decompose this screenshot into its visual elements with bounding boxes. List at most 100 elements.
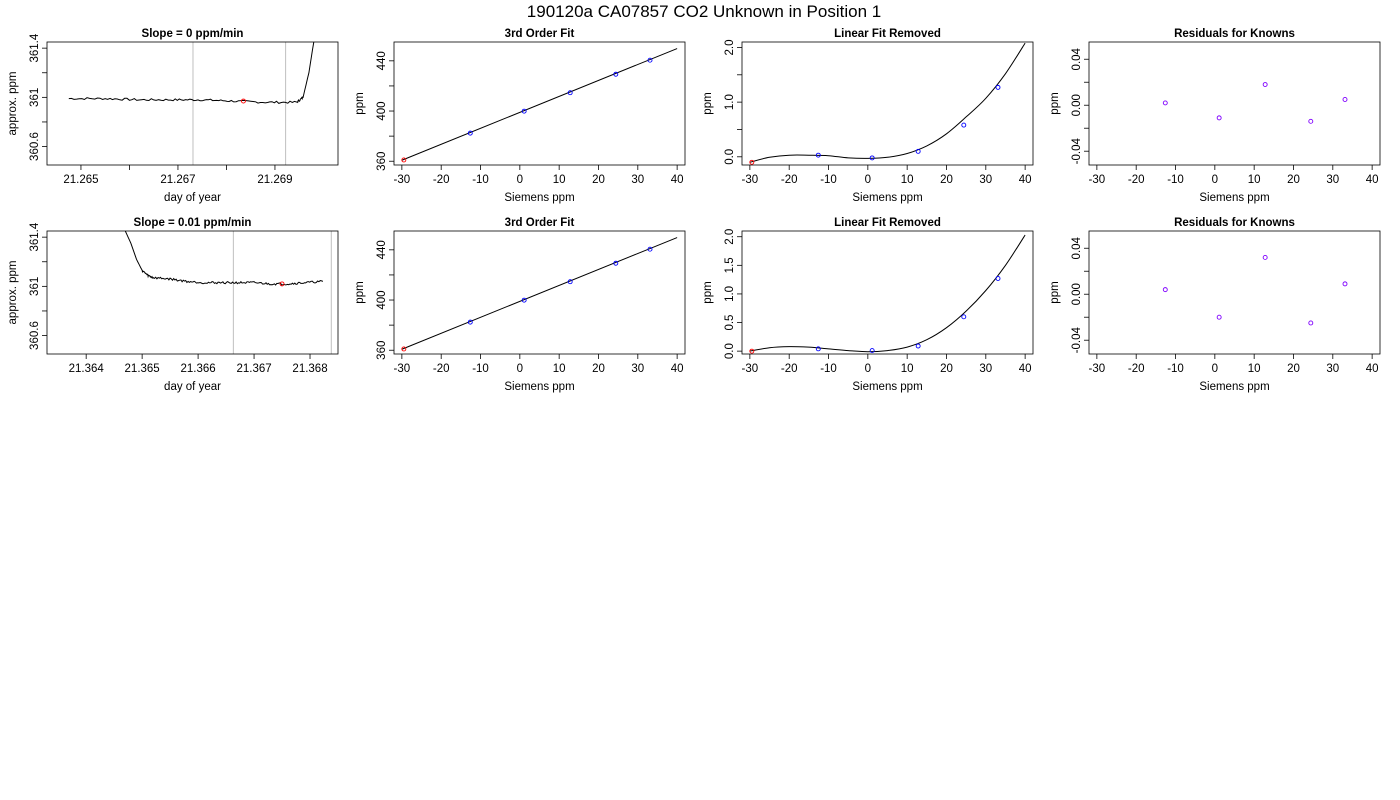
known-point [961, 314, 967, 320]
y-tick-label: 0.04 [1071, 47, 1083, 70]
plot-frame [46, 230, 339, 355]
fit-curve [749, 234, 1026, 353]
residual-point [1342, 281, 1348, 287]
y-tick-label: 1.0 [724, 286, 736, 302]
x-tick-label: 10 [553, 363, 566, 375]
y-axis-label: ppm [354, 92, 366, 114]
x-axis-label: Siemens ppm [852, 381, 922, 393]
y-tick-label: 440 [376, 51, 388, 70]
y-tick-label: 360.6 [29, 321, 41, 350]
y-axis-label: approx. ppm [7, 72, 19, 136]
y-tick-label: 361 [29, 88, 41, 107]
panel-title: Residuals for Knowns [1174, 217, 1295, 229]
x-tick-label: 0 [865, 363, 871, 375]
known-point [467, 130, 473, 136]
x-tick-label: -20 [1128, 363, 1145, 375]
x-tick-label: 10 [901, 174, 914, 186]
x-tick-label: 20 [940, 363, 953, 375]
known-point [613, 71, 619, 77]
x-tick-label: 10 [1248, 363, 1261, 375]
y-tick-label: 361.4 [29, 33, 41, 62]
panel-title: 3rd Order Fit [505, 28, 575, 40]
x-tick-label: -30 [394, 174, 411, 186]
x-tick-label: 30 [979, 363, 992, 375]
known-point [869, 348, 875, 354]
y-tick-label: -0.04 [1071, 137, 1083, 164]
panel-2: 3rd Order Fit -30 -20 -10 0 10 20 30 40 360 400 440… [354, 28, 686, 204]
plot-frame [46, 41, 339, 166]
known-point [647, 57, 653, 63]
plot-frame [393, 230, 686, 355]
y-tick-label: 361 [29, 277, 41, 296]
fit-curve [749, 42, 1026, 163]
panel-5: Slope = 0.01 ppm/min 21.364 21.365 21.366 21… [7, 217, 339, 393]
x-tick-label: -10 [820, 363, 837, 375]
panel-title: 3rd Order Fit [505, 217, 575, 229]
panel-8: Residuals for Knowns -30 -20 -10 0 10 20 30 40 -0… [1049, 217, 1381, 393]
y-tick-label: 361.4 [29, 222, 41, 251]
x-tick-label: 10 [901, 363, 914, 375]
x-tick-label: 30 [631, 363, 644, 375]
y-axis-label: ppm [1049, 92, 1061, 114]
x-tick-label: -10 [1167, 174, 1184, 186]
known-point [815, 346, 821, 352]
panel-title: Linear Fit Removed [834, 28, 941, 40]
known-point [961, 122, 967, 128]
y-axis-label: ppm [354, 281, 366, 303]
x-tick-label: 30 [1326, 174, 1339, 186]
x-tick-label: 20 [940, 174, 953, 186]
plot-frame [393, 41, 686, 166]
x-axis-label: Siemens ppm [504, 192, 574, 204]
known-point [869, 155, 875, 161]
known-point [915, 343, 921, 349]
plot-area [124, 231, 332, 354]
y-tick-label: 400 [376, 290, 388, 309]
y-axis-label: ppm [702, 92, 714, 114]
y-tick-label: 360 [376, 341, 388, 360]
x-axis-label: day of year [164, 192, 221, 204]
known-point [567, 279, 573, 285]
x-tick-label: 21.367 [236, 363, 271, 375]
y-tick-label: 360.6 [29, 132, 41, 161]
plot-area [401, 48, 678, 163]
y-tick-label: -0.04 [1071, 326, 1083, 353]
known-point [647, 246, 653, 252]
x-tick-label: -30 [742, 363, 759, 375]
y-tick-label: 1.0 [724, 94, 736, 110]
known-point [613, 260, 619, 266]
unknown-point [279, 281, 285, 287]
x-tick-label: -30 [394, 363, 411, 375]
x-tick-label: 20 [1287, 174, 1300, 186]
known-point [521, 108, 527, 114]
known-point [815, 152, 821, 158]
x-tick-label: 40 [1019, 363, 1032, 375]
y-axis-label: approx. ppm [7, 261, 19, 325]
x-tick-label: -10 [472, 174, 489, 186]
x-tick-label: 21.269 [257, 174, 292, 186]
x-tick-label: 40 [671, 363, 684, 375]
fit-line [401, 237, 678, 350]
x-tick-label: 21.365 [125, 363, 160, 375]
plot-frame [741, 41, 1034, 166]
x-tick-label: 40 [671, 174, 684, 186]
known-point [915, 148, 921, 154]
known-point [995, 276, 1001, 281]
y-axis-label: ppm [1049, 281, 1061, 303]
data-trace [68, 42, 315, 104]
fit-line [401, 48, 678, 161]
plot-frame [1088, 41, 1381, 166]
known-point [521, 297, 527, 303]
x-tick-label: -30 [742, 174, 759, 186]
panel-1: Slope = 0 ppm/min 21.265 21.267 21.269 360.6… [7, 28, 339, 204]
plot-frame [1088, 230, 1381, 355]
y-tick-label: 1.5 [724, 257, 736, 273]
unknown-point [401, 157, 407, 163]
plot-area [68, 42, 315, 165]
x-tick-label: 40 [1366, 174, 1379, 186]
plot-area [401, 237, 678, 352]
residual-point [1216, 115, 1222, 121]
y-tick-label: 0.00 [1071, 283, 1083, 305]
y-tick-label: 0.5 [724, 315, 736, 331]
y-tick-label: 2.0 [724, 39, 736, 55]
